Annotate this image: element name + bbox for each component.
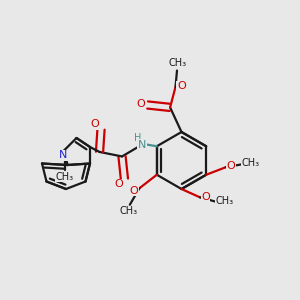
Text: O: O [227, 161, 236, 171]
Text: O: O [136, 99, 146, 109]
Text: O: O [201, 192, 210, 203]
Text: N: N [138, 140, 146, 150]
Text: O: O [114, 179, 123, 189]
Text: CH₃: CH₃ [242, 158, 260, 168]
Text: CH₃: CH₃ [56, 172, 74, 182]
Text: CH₃: CH₃ [216, 196, 234, 206]
Text: O: O [90, 119, 99, 129]
Text: CH₃: CH₃ [169, 58, 187, 68]
Text: O: O [177, 81, 186, 92]
Text: H: H [134, 134, 142, 143]
Text: N: N [59, 150, 67, 161]
Text: O: O [130, 186, 138, 196]
Text: CH₃: CH₃ [120, 206, 138, 216]
